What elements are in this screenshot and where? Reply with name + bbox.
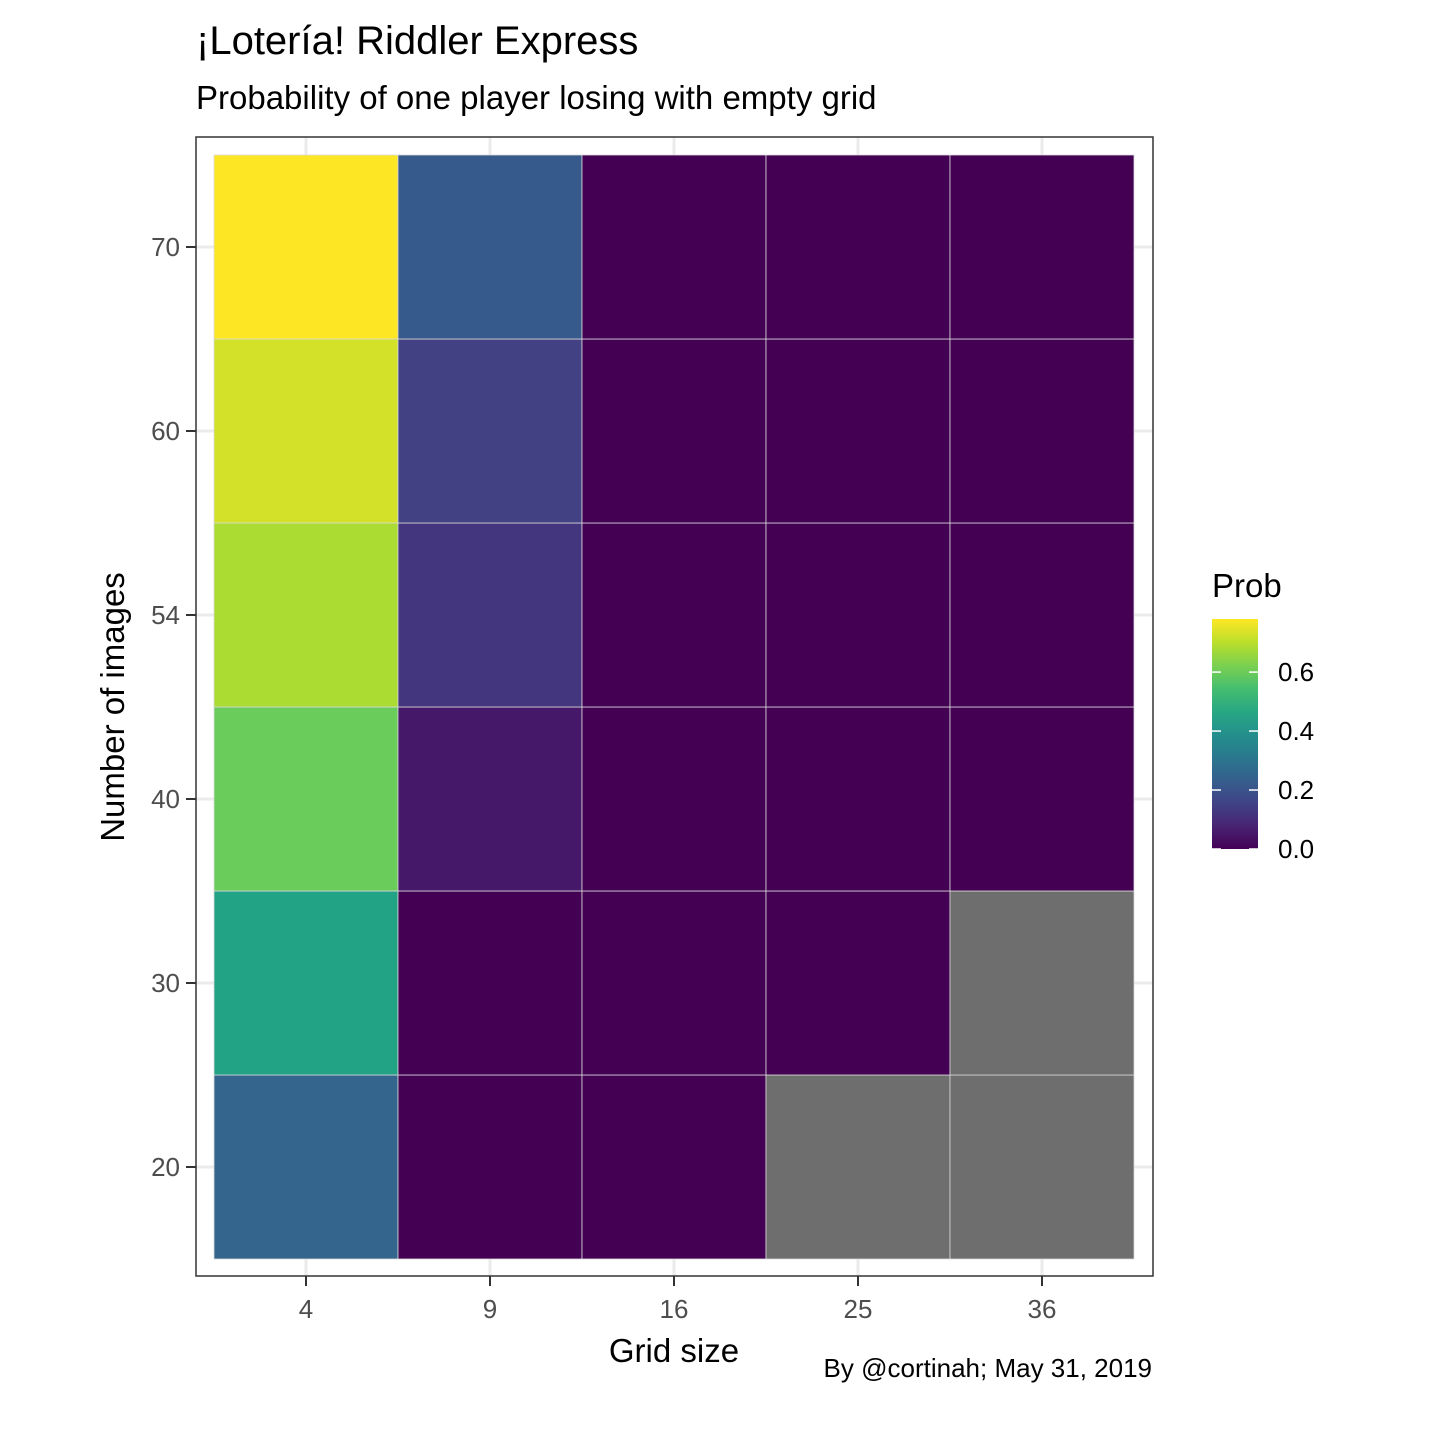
heatmap-cell <box>949 338 1135 524</box>
legend-tick-label: 0.0 <box>1278 834 1314 864</box>
heatmap-cell <box>949 1074 1135 1260</box>
heatmap-cell <box>213 338 399 524</box>
heatmap-cell <box>397 522 583 708</box>
legend-tick-label: 0.6 <box>1278 657 1314 687</box>
heatmap-cell <box>765 890 951 1076</box>
heatmap-cells <box>213 154 1135 1260</box>
plot-panel <box>195 136 1154 1277</box>
y-tick-label: 20 <box>151 1152 180 1182</box>
x-tick-label: 36 <box>1028 1294 1057 1324</box>
heatmap-cell <box>213 706 399 892</box>
legend-ticks: 0.0 0.2 0.4 0.6 <box>1212 657 1314 864</box>
heatmap-cell <box>213 522 399 708</box>
heatmap-cell <box>581 1074 767 1260</box>
heatmap-cell <box>397 706 583 892</box>
x-tick-label: 4 <box>299 1294 313 1324</box>
heatmap-cell <box>397 154 583 340</box>
y-axis-title: Number of images <box>94 572 131 842</box>
heatmap-cell <box>581 522 767 708</box>
chart-title: ¡Lotería! Riddler Express <box>196 19 638 63</box>
colorbar <box>1212 619 1258 849</box>
y-tick-label: 60 <box>151 416 180 446</box>
x-axis: 4 9 16 25 36 <box>299 1276 1057 1324</box>
heatmap-cell <box>581 338 767 524</box>
heatmap-cell <box>949 154 1135 340</box>
heatmap-cell <box>765 522 951 708</box>
heatmap-cell <box>581 706 767 892</box>
chart-subtitle: Probability of one player losing with em… <box>196 79 877 116</box>
heatmap-cell <box>765 338 951 524</box>
legend-title: Prob <box>1212 567 1282 604</box>
heatmap-cell <box>765 706 951 892</box>
x-tick-label: 9 <box>483 1294 497 1324</box>
y-axis: 20 30 40 54 60 70 <box>151 232 196 1182</box>
legend: Prob 0.0 0.2 0.4 0.6 <box>1212 567 1314 864</box>
x-tick-label: 25 <box>844 1294 873 1324</box>
heatmap-cell <box>949 706 1135 892</box>
heatmap-cell <box>397 890 583 1076</box>
y-tick-label: 30 <box>151 968 180 998</box>
heatmap-cell <box>581 890 767 1076</box>
heatmap-cell <box>765 1074 951 1260</box>
heatmap-cell <box>765 154 951 340</box>
y-tick-label: 40 <box>151 784 180 814</box>
x-axis-title: Grid size <box>609 1332 739 1369</box>
legend-tick-label: 0.4 <box>1278 716 1314 746</box>
heatmap-cell <box>213 1074 399 1260</box>
heatmap-cell <box>949 890 1135 1076</box>
y-tick-label: 54 <box>151 600 180 630</box>
heatmap-cell <box>949 522 1135 708</box>
chart-caption: By @cortinah; May 31, 2019 <box>824 1353 1152 1383</box>
y-tick-label: 70 <box>151 232 180 262</box>
heatmap-cell <box>397 338 583 524</box>
legend-tick-label: 0.2 <box>1278 775 1314 805</box>
heatmap-cell <box>581 154 767 340</box>
heatmap-cell <box>213 154 399 340</box>
x-tick-label: 16 <box>660 1294 689 1324</box>
heatmap-cell <box>397 1074 583 1260</box>
heatmap-cell <box>213 890 399 1076</box>
